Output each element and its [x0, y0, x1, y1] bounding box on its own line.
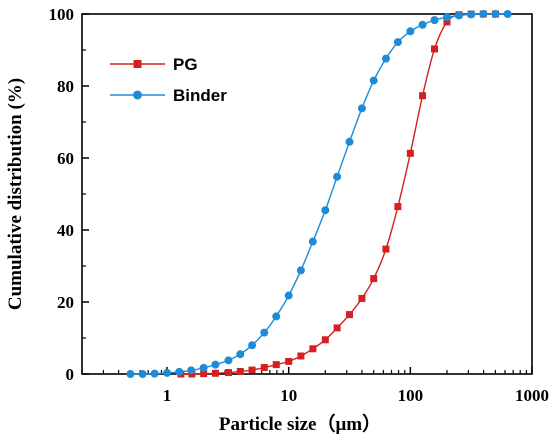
ticks: 1 10 100 1000 0 20 40 60 80 100 — [49, 5, 550, 405]
data-point-pg — [297, 352, 305, 360]
data-point-binder — [381, 54, 390, 63]
data-point-binder — [272, 312, 281, 321]
x-tick-label: 100 — [398, 386, 424, 405]
data-point-binder — [454, 11, 463, 20]
data-point-binder — [150, 369, 159, 378]
data-point-binder — [333, 172, 342, 181]
data-point-binder — [321, 206, 330, 215]
data-point-pg — [443, 18, 451, 26]
y-tick-label: 0 — [66, 365, 75, 384]
legend-marker-pg — [133, 60, 142, 68]
data-point-binder — [260, 328, 269, 337]
data-point-pg — [272, 361, 280, 369]
data-point-pg — [406, 149, 414, 157]
y-axis-title: Cumulative distribution (%) — [5, 78, 26, 310]
data-point-pg — [431, 45, 439, 53]
data-point-binder — [357, 104, 366, 113]
data-point-pg — [211, 369, 219, 377]
data-point-binder — [308, 237, 317, 246]
y-tick-label: 40 — [57, 221, 74, 240]
data-point-binder — [406, 27, 415, 36]
data-point-binder — [175, 367, 184, 376]
data-point-binder — [430, 16, 439, 25]
data-point-pg — [358, 294, 366, 302]
data-point-binder — [236, 350, 245, 359]
y-tick-label: 60 — [57, 149, 74, 168]
data-point-pg — [309, 345, 317, 353]
data-point-binder — [224, 356, 233, 365]
data-point-binder — [248, 341, 257, 350]
data-point-pg — [248, 366, 256, 374]
data-point-binder — [163, 368, 172, 377]
y-tick-label: 80 — [57, 77, 74, 96]
data-point-pg — [370, 275, 378, 283]
series-markers — [126, 10, 512, 378]
data-point-pg — [224, 369, 232, 377]
data-point-pg — [394, 203, 402, 211]
data-point-pg — [236, 367, 244, 375]
data-point-binder — [284, 291, 293, 300]
data-point-binder — [211, 360, 220, 369]
data-point-binder — [345, 137, 354, 146]
legend-label-pg: PG — [173, 55, 198, 74]
data-point-pg — [260, 364, 268, 372]
data-point-binder — [138, 370, 147, 378]
axes — [81, 13, 533, 375]
x-axis-title: Particle size（μm） — [219, 412, 381, 435]
y-tick-label: 20 — [57, 293, 74, 312]
data-point-pg — [333, 324, 341, 332]
y-tick-label: 100 — [49, 5, 75, 24]
x-tick-label: 10 — [280, 386, 297, 405]
legend-marker-binder — [133, 90, 142, 100]
x-tick-label: 1 — [163, 386, 172, 405]
data-point-pg — [285, 357, 293, 365]
data-point-binder — [503, 10, 512, 18]
data-point-pg — [419, 92, 427, 100]
data-point-pg — [321, 336, 329, 344]
data-point-binder — [126, 370, 135, 378]
data-point-binder — [199, 363, 208, 372]
data-point-pg — [345, 311, 353, 319]
legend: PG Binder — [110, 55, 227, 105]
data-point-pg — [200, 370, 208, 378]
data-point-binder — [369, 76, 378, 85]
data-point-binder — [187, 366, 196, 375]
data-point-binder — [479, 10, 488, 18]
data-point-binder — [296, 266, 305, 275]
data-point-binder — [442, 13, 451, 22]
data-point-binder — [467, 10, 476, 19]
data-point-pg — [382, 245, 390, 253]
data-point-binder — [418, 20, 427, 29]
x-tick-label: 1000 — [515, 386, 549, 405]
plot-frame — [81, 13, 533, 375]
legend-label-binder: Binder — [173, 86, 227, 105]
data-point-binder — [491, 10, 500, 18]
data-point-binder — [393, 38, 402, 47]
series-line-pg — [180, 13, 496, 375]
